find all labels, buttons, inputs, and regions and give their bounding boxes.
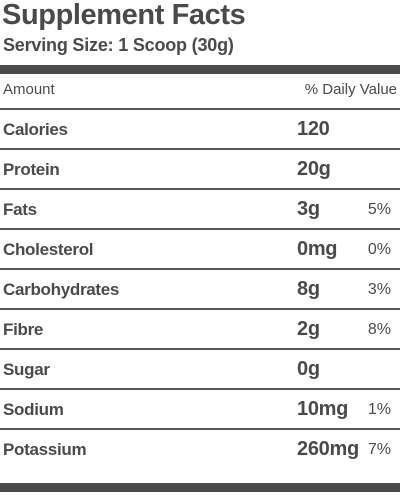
- amount-header: Amount: [3, 81, 55, 98]
- nutrient-daily-value: 1%: [367, 401, 391, 418]
- nutrient-row-sodium: Sodium 10mg 1%: [0, 388, 400, 428]
- nutrient-row-fats: Fats 3g 5%: [0, 188, 400, 228]
- nutrient-daily-value: 3%: [367, 281, 391, 298]
- nutrient-row-carbohydrates: Carbohydrates 8g 3%: [0, 268, 400, 308]
- nutrient-name: Fats: [3, 200, 37, 219]
- nutrient-row-fibre: Fibre 2g 8%: [0, 308, 400, 348]
- nutrient-name: Protein: [3, 160, 60, 179]
- nutrient-amount: 3g: [297, 198, 320, 220]
- nutrient-name: Sodium: [3, 400, 64, 419]
- nutrient-amount: 260mg: [297, 438, 359, 460]
- nutrient-name: Calories: [3, 120, 68, 139]
- daily-value-header: % Daily Value: [304, 81, 397, 98]
- nutrient-amount: 0mg: [297, 238, 338, 260]
- nutrient-name: Cholesterol: [3, 240, 94, 259]
- nutrient-amount: 20g: [297, 158, 331, 180]
- nutrient-row-potassium: Potassium 260mg 7%: [0, 428, 400, 468]
- nutrient-amount: 8g: [297, 278, 320, 300]
- nutrient-amount: 120: [297, 118, 330, 140]
- nutrient-name: Potassium: [3, 440, 87, 459]
- serving-size: Serving Size: 1 Scoop (30g): [3, 35, 234, 55]
- nutrient-name: Sugar: [3, 360, 50, 379]
- nutrient-row-cholesterol: Cholesterol 0mg 0%: [0, 228, 400, 268]
- nutrient-daily-value: 8%: [367, 321, 391, 338]
- top-rule: [0, 65, 400, 74]
- nutrient-amount: 2g: [297, 318, 320, 340]
- nutrient-name: Carbohydrates: [3, 280, 120, 299]
- bottom-rule: [0, 483, 400, 492]
- nutrient-row-calories: Calories 120: [0, 108, 400, 148]
- nutrient-daily-value: 0%: [367, 241, 391, 258]
- nutrient-row-sugar: Sugar 0g: [0, 348, 400, 388]
- nutrient-amount: 10mg: [297, 398, 349, 420]
- column-header-row: Amount % Daily Value: [0, 80, 400, 100]
- nutrient-daily-value: 7%: [367, 441, 391, 458]
- nutrient-row-protein: Protein 20g: [0, 148, 400, 188]
- panel-title: Supplement Facts: [2, 0, 246, 31]
- nutrient-daily-value: 5%: [367, 201, 391, 218]
- nutrient-amount: 0g: [297, 358, 320, 380]
- nutrient-name: Fibre: [3, 320, 44, 339]
